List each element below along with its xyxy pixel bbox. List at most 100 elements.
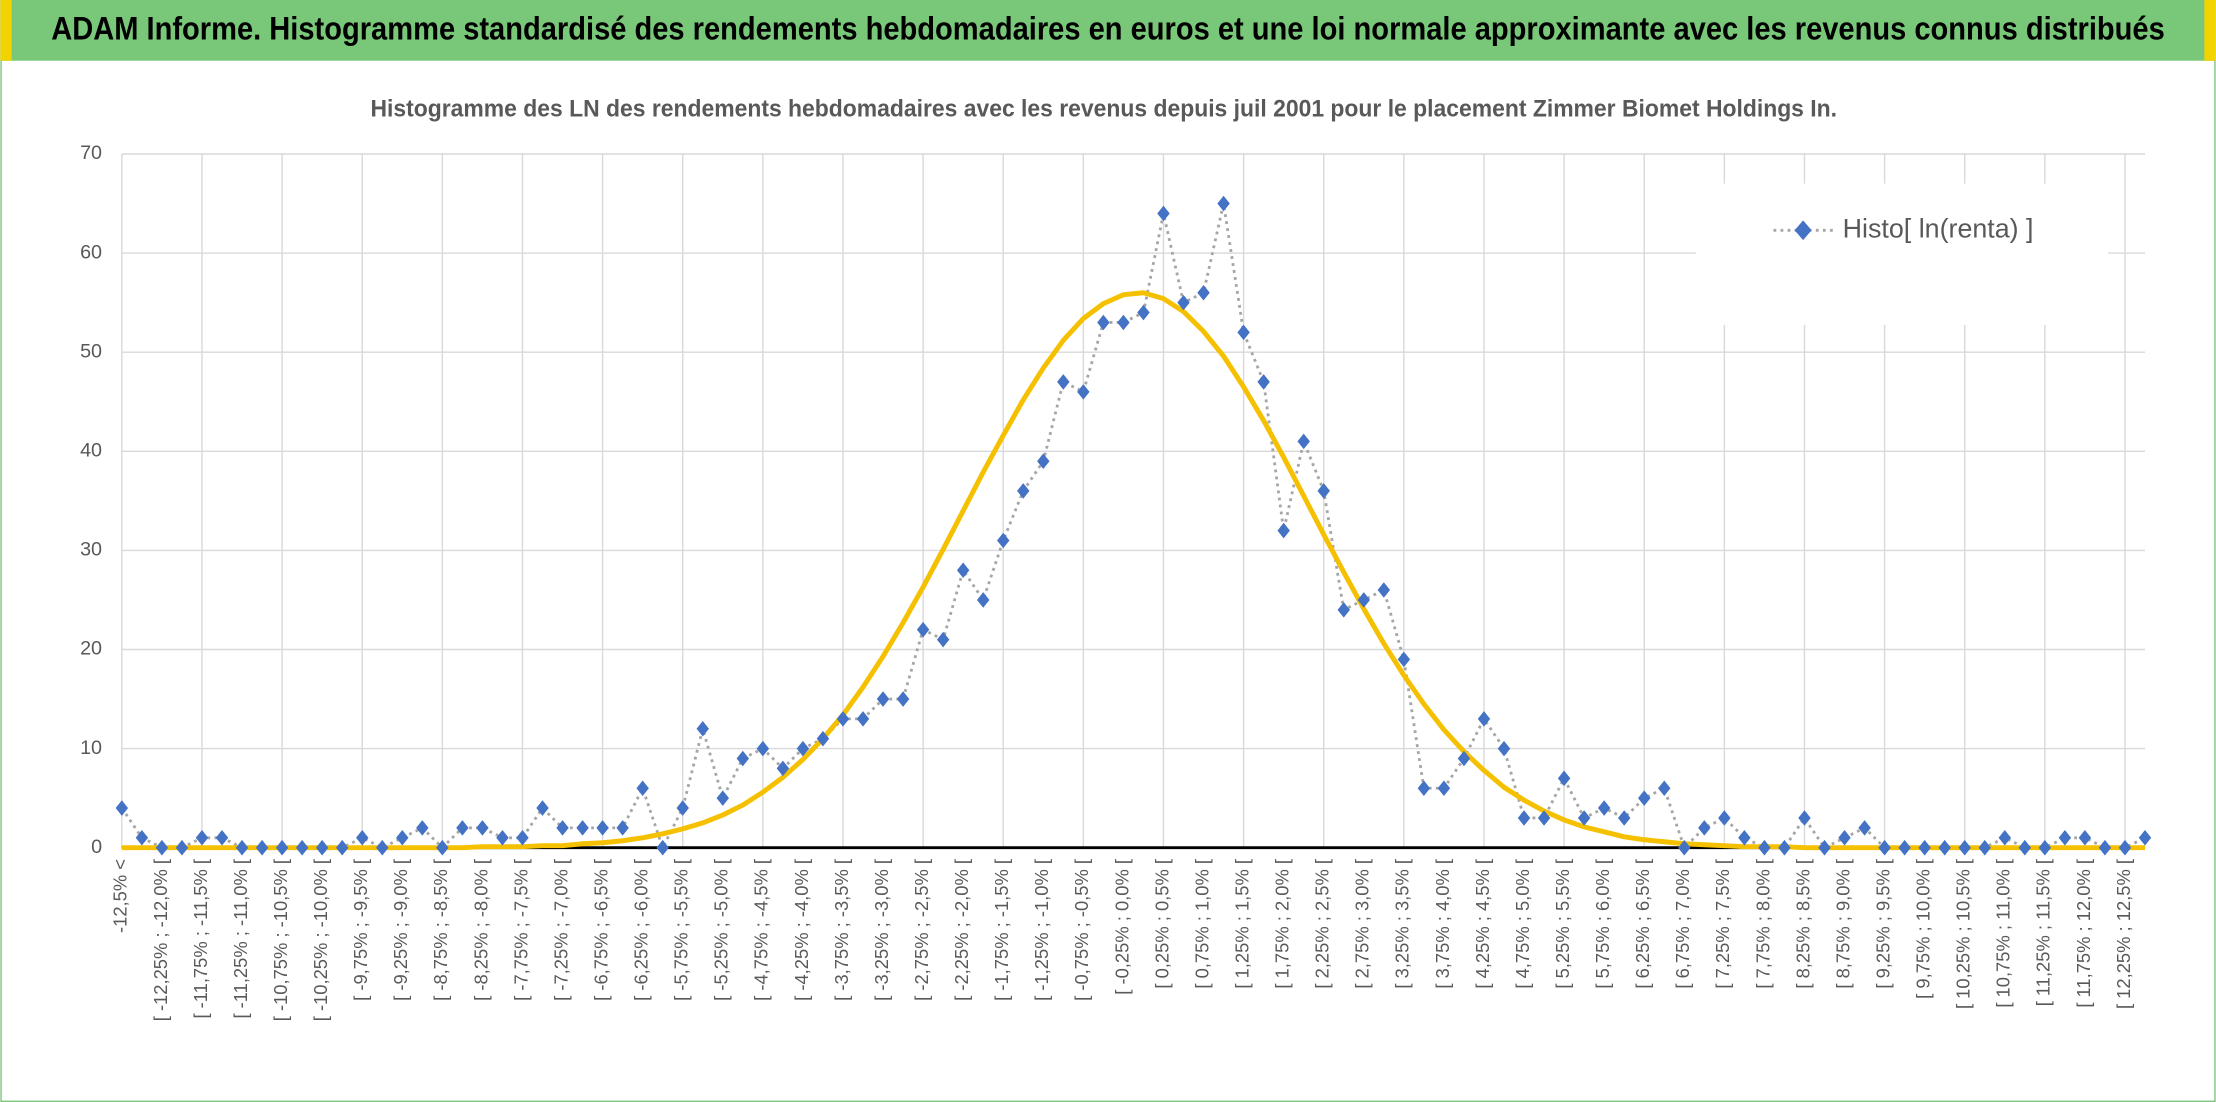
x-tick-label: [ -1,75% ; -1,5% [ (991, 859, 1012, 1001)
marker (636, 780, 649, 797)
marker (1217, 195, 1230, 212)
marker (255, 839, 269, 856)
marker (416, 820, 429, 836)
marker (856, 711, 870, 727)
marker (476, 820, 489, 836)
x-tick-label: [ 4,75% ; 5,0% [ (1512, 859, 1533, 989)
x-tick-label: [ 0,75% ; 1,0% [ (1191, 859, 1212, 989)
marker (616, 820, 629, 836)
marker (997, 532, 1010, 549)
x-tick-label: [ 11,75% ; 12,0% [ (2073, 859, 2094, 1008)
x-tick-label: [ 3,25% ; 3,5% [ (1392, 859, 1413, 989)
marker (656, 839, 669, 856)
marker (1958, 839, 1971, 856)
marker (1417, 780, 1431, 797)
marker (1858, 820, 1871, 836)
x-tick-label: [ -7,75% ; -7,5% [ (510, 859, 531, 1001)
x-tick-label: [ -8,25% ; -8,0% [ (470, 859, 491, 1001)
x-tick-label: [ 8,25% ; 8,5% [ (1792, 859, 1813, 989)
x-tick-label: [ -12,25% ; -12,0% [ (150, 859, 171, 1021)
x-tick-label: [ -9,75% ; -9,5% [ (350, 859, 371, 1001)
marker (516, 830, 529, 846)
header-band (0, 0, 2216, 61)
marker (676, 800, 689, 816)
y-tick-label: 40 (80, 440, 102, 462)
x-tick-label: [ 9,25% ; 9,5% [ (1872, 859, 1893, 989)
marker (776, 760, 790, 777)
x-tick-label: [ 5,25% ; 5,5% [ (1552, 859, 1573, 989)
x-tick-label: [ -10,75% ; -10,5% [ (270, 859, 291, 1021)
marker (1557, 770, 1571, 787)
y-tick-label: 60 (80, 241, 102, 263)
marker (2138, 830, 2152, 846)
x-tick-label: [ 7,75% ; 8,0% [ (1752, 859, 1773, 989)
x-tick-label: [ 12,25% ; 12,5% [ (2113, 859, 2134, 1009)
x-tick-label: [ 7,25% ; 7,5% [ (1712, 859, 1733, 989)
marker (736, 750, 750, 767)
y-tick-label: 70 (80, 142, 102, 164)
marker (135, 830, 149, 846)
marker (1577, 810, 1591, 826)
marker (456, 820, 469, 836)
marker (1758, 839, 1771, 856)
marker (1437, 780, 1451, 797)
marker (155, 839, 169, 856)
marker (2018, 839, 2032, 856)
marker (1998, 830, 2012, 846)
marker (295, 839, 309, 856)
marker (576, 820, 589, 836)
marker (195, 830, 209, 846)
x-tick-label: [ -6,25% ; -6,0% [ (631, 859, 652, 1001)
marker (916, 621, 930, 638)
marker (1077, 384, 1090, 400)
y-tick-label: 30 (80, 539, 102, 561)
marker (356, 830, 369, 846)
marker (1057, 374, 1070, 390)
x-tick-label: [ 2,25% ; 2,5% [ (1312, 859, 1333, 989)
x-tick-label: [ -4,75% ; -4,5% [ (751, 859, 772, 1001)
x-tick-label: [ 8,75% ; 9,0% [ (1832, 859, 1853, 989)
x-tick-label: [ -5,25% ; -5,0% [ (711, 859, 732, 1001)
marker (1938, 839, 1951, 856)
x-tick-label: [ 5,75% ; 6,0% [ (1592, 859, 1613, 989)
y-tick-label: 10 (80, 737, 102, 759)
marker (1597, 800, 1611, 816)
x-tick-label: [ -6,75% ; -6,5% [ (590, 859, 611, 1001)
chart-title: Histogramme des LN des rendements hebdom… (371, 96, 1838, 123)
marker (816, 730, 830, 747)
plot: 0 10 20 30 40 50 60 70 -12,5% < [ -12,25% ; -12,0… (80, 142, 2152, 1021)
x-tick-label: [ -10,25% ; -10,0% [ (310, 859, 331, 1021)
x-tick-label: [ -9,25% ; -9,0% [ (390, 859, 411, 1001)
marker (1918, 839, 1931, 856)
marker (976, 592, 990, 608)
x-tick-label: [ 11,25% ; 11,5% [ (2033, 859, 2054, 1006)
x-tick-label: [ -2,75% ; -2,5% [ (911, 859, 932, 1001)
marker (2118, 839, 2132, 856)
x-tick-label: -12,5% < (110, 859, 131, 933)
x-tick-label: [ -0,25% ; 0,0% [ (1111, 859, 1132, 995)
x-tick-label: [ 6,25% ; 6,5% [ (1632, 859, 1653, 989)
marker (2098, 839, 2112, 856)
x-tick-label: [ -2,25% ; -2,0% [ (951, 859, 972, 1001)
marker (436, 839, 449, 856)
marker (956, 562, 970, 578)
marker (1037, 453, 1050, 469)
marker (1718, 810, 1731, 826)
marker (896, 691, 910, 707)
normal-curve (121, 290, 2146, 851)
marker (1778, 839, 1791, 856)
marker (315, 839, 329, 856)
y-tick-label: 50 (80, 340, 102, 362)
marker (716, 790, 730, 806)
x-tick-label: [ -3,25% ; -3,0% [ (871, 859, 892, 1001)
x-tick-label: [ -3,75% ; -3,5% [ (831, 859, 852, 1001)
marker (1457, 750, 1471, 767)
marker (1798, 810, 1811, 826)
x-tick-label: [ -5,75% ; -5,5% [ (671, 859, 692, 1001)
marker (235, 839, 249, 856)
marker (1397, 651, 1411, 668)
marker (696, 721, 709, 737)
corner (2204, 0, 2216, 61)
marker (215, 830, 229, 846)
